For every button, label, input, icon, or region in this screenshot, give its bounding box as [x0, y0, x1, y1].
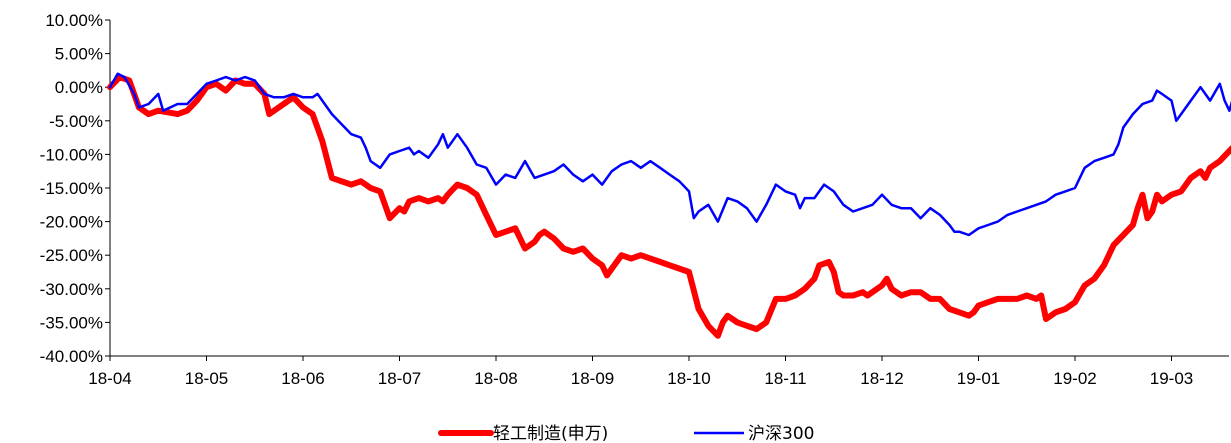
x-tick-label: 18-07: [378, 369, 421, 388]
x-tick-label: 19-02: [1053, 369, 1096, 388]
series-line-csi300: [108, 72, 1231, 237]
y-tick-label: -15.00%: [40, 179, 103, 198]
x-tick-label: 19-01: [957, 369, 1000, 388]
series-line-light-industry: [107, 74, 1231, 339]
legend-item-csi300: 沪深300: [694, 424, 814, 443]
x-tick-label: 18-10: [667, 369, 710, 388]
legend: 轻工制造(申万) 沪深300: [438, 424, 814, 443]
y-axis-ticks: 10.00% 5.00% 0.00% -5.00% -10.00% -15.00% -20.…: [40, 11, 110, 366]
y-tick-label: -20.00%: [40, 213, 103, 232]
plot-area: 10.00% 5.00% 0.00% -5.00% -10.00% -15.00% -20.…: [40, 11, 1231, 388]
x-tick-label: 18-05: [185, 369, 228, 388]
legend-item-light-industry: 轻工制造(申万): [438, 424, 608, 443]
legend-label-csi300: 沪深300: [748, 424, 814, 443]
x-tick-label: 18-09: [571, 369, 614, 388]
x-tick-label: 18-11: [764, 369, 806, 388]
y-tick-label: -5.00%: [49, 112, 103, 131]
x-tick-label: 18-12: [860, 369, 903, 388]
y-tick-label: -40.00%: [40, 347, 103, 366]
legend-label-light-industry: 轻工制造(申万): [493, 424, 608, 443]
y-tick-label: 10.00%: [45, 11, 103, 30]
y-tick-label: -10.00%: [40, 145, 103, 164]
y-tick-label: -35.00%: [40, 313, 103, 332]
series-lines: [107, 72, 1231, 339]
y-tick-label: 0.00%: [55, 78, 103, 97]
x-tick-label: 18-06: [281, 369, 324, 388]
x-tick-label: 19-03: [1150, 369, 1193, 388]
y-tick-label: 5.00%: [55, 45, 103, 64]
y-tick-label: -30.00%: [40, 280, 103, 299]
x-axis-ticks: 18-04 18-05 18-06 18-07 18-08 18-09 18-10 18-11…: [88, 356, 1193, 388]
y-tick-label: -25.00%: [40, 246, 103, 265]
x-tick-label: 18-04: [88, 369, 131, 388]
x-tick-label: 18-08: [474, 369, 517, 388]
